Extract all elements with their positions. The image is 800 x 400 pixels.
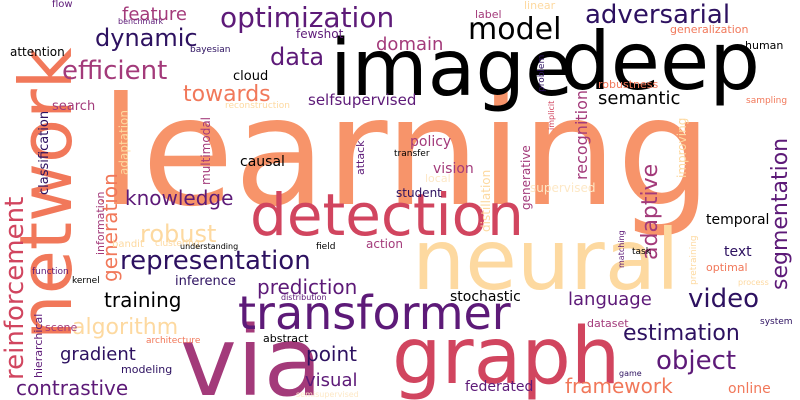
word-algorithm: algorithm xyxy=(72,315,179,340)
word-attention: attention xyxy=(10,45,65,59)
word-prediction: prediction xyxy=(257,275,358,299)
word-generalization: generalization xyxy=(670,23,749,36)
word-process: process xyxy=(738,278,769,287)
word-dynamic: dynamic xyxy=(95,24,198,52)
word-game: game xyxy=(619,369,642,378)
word-video: video xyxy=(688,284,760,314)
word-action: action xyxy=(366,237,403,251)
word-contrastive: contrastive xyxy=(16,376,129,400)
word-bandit: bandit xyxy=(112,239,144,250)
word-matching: matching xyxy=(617,230,626,268)
word-cloud: cloud xyxy=(233,69,269,84)
word-visual: visual xyxy=(305,370,358,391)
word-recognition: recognition xyxy=(572,89,591,180)
word-system: system xyxy=(760,317,793,327)
word-implicit: implicit xyxy=(547,100,556,130)
word-reconstruction: reconstruction xyxy=(225,101,291,111)
word-adversarial: adversarial xyxy=(585,0,731,30)
word-flow: flow xyxy=(52,0,73,10)
word-efficient: efficient xyxy=(62,56,168,86)
word-problem: problem xyxy=(537,54,547,92)
word-text: text xyxy=(724,244,752,260)
word-hierarchical: hierarchical xyxy=(32,313,45,378)
word-semisupervised: semisupervised xyxy=(296,390,359,399)
word-optimization: optimization xyxy=(220,1,395,34)
word-dataset: dataset xyxy=(587,317,629,330)
word-detection: detection xyxy=(250,181,524,249)
word-language: language xyxy=(568,289,652,310)
word-framework: framework xyxy=(565,374,673,398)
word-modeling: modeling xyxy=(121,363,173,376)
word-causal: causal xyxy=(240,154,285,170)
word-distillation: distillation xyxy=(479,169,493,232)
word-federated: federated xyxy=(465,379,534,395)
word-classification: classification xyxy=(37,110,52,195)
word-supervised: supervised xyxy=(530,181,596,195)
word-fewshot: fewshot xyxy=(296,27,344,41)
word-representation: representation xyxy=(120,246,311,276)
word-inference: inference xyxy=(175,274,236,289)
word-bayesian: bayesian xyxy=(190,45,231,55)
word-generative: generative xyxy=(519,145,533,210)
word-vision: vision xyxy=(433,161,474,177)
word-temporal: temporal xyxy=(706,212,770,228)
word-robustness: robustness xyxy=(598,78,659,91)
word-clustering: clustering xyxy=(155,239,200,249)
word-local: local xyxy=(425,172,451,185)
word-field: field xyxy=(316,242,336,252)
word-pretraining: pretraining xyxy=(689,235,699,285)
word-function: function xyxy=(32,267,69,277)
word-online: online xyxy=(728,381,771,397)
word-sampling: sampling xyxy=(746,96,788,106)
word-linear: linear xyxy=(524,0,556,12)
word-attack: attack xyxy=(354,140,367,175)
word-selfsupervised: selfsupervised xyxy=(308,91,417,109)
word-multimodal: multimodal xyxy=(199,116,213,185)
word-training: training xyxy=(104,288,182,312)
word-feature: feature xyxy=(122,4,187,25)
word-task: task xyxy=(632,247,651,257)
word-data: data xyxy=(270,43,325,71)
word-search: search xyxy=(52,99,96,114)
word-via: via xyxy=(180,306,323,400)
word-reinforcement: reinforcement xyxy=(0,196,30,380)
word-adaptation: adaptation xyxy=(117,110,131,175)
word-image: image xyxy=(330,24,573,114)
word-improving: improving xyxy=(675,117,689,178)
word-stochastic: stochastic xyxy=(450,289,521,305)
word-graph: graph xyxy=(392,312,621,400)
word-semantic: semantic xyxy=(598,88,681,109)
word-human: human xyxy=(745,39,784,52)
word-knowledge: knowledge xyxy=(125,186,234,210)
word-abstract: abstract xyxy=(263,332,309,345)
word-object: object xyxy=(656,346,737,376)
word-architecture: architecture xyxy=(146,336,201,346)
word-domain: domain xyxy=(376,34,444,55)
word-optimal: optimal xyxy=(706,261,748,274)
word-label: label xyxy=(475,8,502,21)
word-estimation: estimation xyxy=(623,321,740,346)
word-policy: policy xyxy=(410,134,452,150)
word-deep: deep xyxy=(560,15,760,108)
word-understanding: understanding xyxy=(180,242,239,251)
word-towards: towards xyxy=(183,82,271,107)
word-robust: robust xyxy=(140,220,217,248)
word-neural: neural xyxy=(412,211,680,309)
word-gradient: gradient xyxy=(60,344,136,365)
word-learning: learning xyxy=(100,66,712,240)
word-adaptive: adaptive xyxy=(638,163,663,260)
word-student: student xyxy=(396,186,442,200)
word-kernel: kernel xyxy=(72,276,100,286)
word-information: information xyxy=(94,191,107,256)
word-model: model xyxy=(468,12,562,47)
word-point: point xyxy=(306,342,358,366)
word-transformer: transformer xyxy=(238,286,511,340)
word-benchmark: benchmark xyxy=(118,17,164,26)
word-distribution: distribution xyxy=(281,293,327,302)
word-transfer: transfer xyxy=(394,149,430,159)
word-segmentation: segmentation xyxy=(768,137,793,290)
word-scene: scene xyxy=(45,321,78,334)
